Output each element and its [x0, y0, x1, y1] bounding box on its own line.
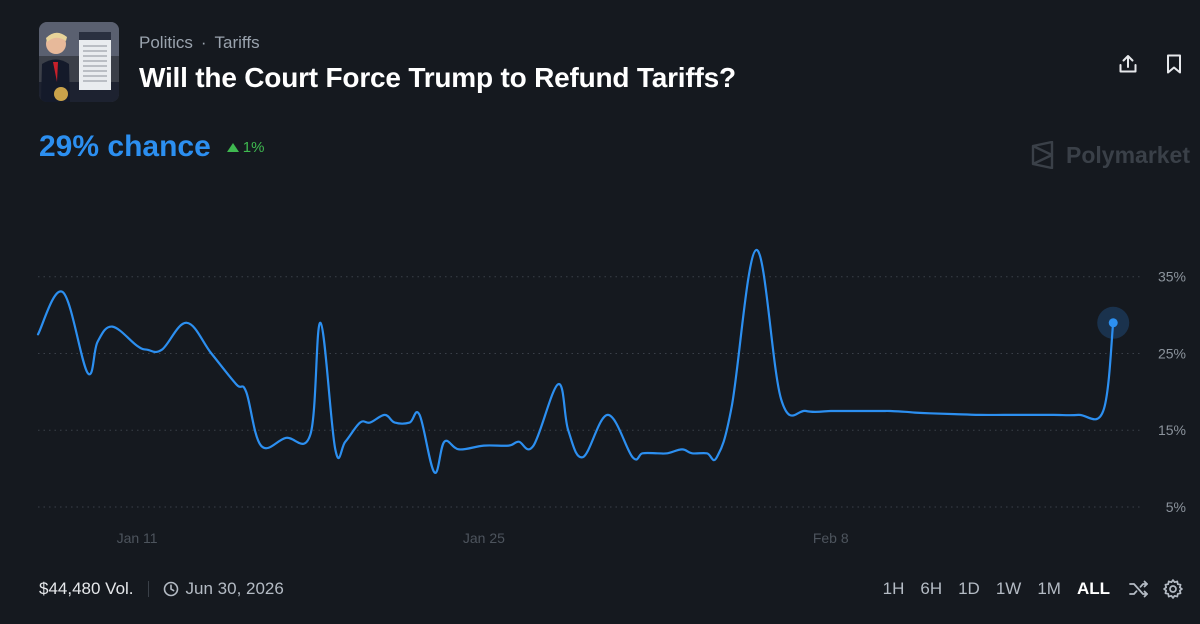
- breadcrumb-tariffs[interactable]: Tariffs: [214, 33, 260, 52]
- y-tick-label: 25%: [1158, 345, 1186, 361]
- breadcrumb-separator: ·: [200, 33, 207, 52]
- divider: [147, 581, 149, 597]
- range-all[interactable]: ALL: [1076, 579, 1110, 598]
- range-6h[interactable]: 6H: [920, 579, 943, 598]
- x-tick-label: Jan 11: [117, 530, 158, 546]
- watermark-text: Polymarket: [1066, 141, 1191, 168]
- end-date: Jun 30, 2026: [163, 579, 284, 599]
- share-icon: [1119, 55, 1137, 73]
- chance-change-value: 1%: [242, 139, 265, 156]
- range-1m[interactable]: 1M: [1037, 579, 1061, 598]
- clock-icon: [163, 581, 178, 597]
- range-1d[interactable]: 1D: [958, 579, 980, 598]
- polymarket-watermark: Polymarket: [1030, 141, 1190, 169]
- series-line: [36, 248, 1115, 474]
- arrow-up-icon: [226, 143, 239, 152]
- market-thumbnail-image: [39, 22, 119, 102]
- settings-button[interactable]: [1160, 576, 1186, 602]
- x-tick-label: Feb 8: [813, 530, 849, 546]
- shuffle-icon: [1129, 580, 1148, 598]
- chance-summary: 29% chance 1%: [39, 130, 264, 164]
- breadcrumb-politics[interactable]: Politics: [139, 33, 193, 52]
- polymarket-logo-icon: [1031, 141, 1054, 169]
- range-1w[interactable]: 1W: [995, 579, 1022, 598]
- bookmark-icon: [1167, 54, 1181, 74]
- y-tick-label: 35%: [1158, 269, 1186, 285]
- end-date-text: Jun 30, 2026: [185, 579, 284, 598]
- market-meta: $44,480 Vol. Jun 30, 2026: [39, 579, 284, 599]
- market-title: Will the Court Force Trump to Refund Tar…: [139, 62, 736, 93]
- volume: $44,480 Vol.: [39, 579, 134, 598]
- breadcrumb: Politics · Tariffs: [139, 33, 260, 53]
- range-selector: 1H 6H 1D 1W 1M ALL: [875, 576, 1186, 602]
- gear-icon: [1163, 579, 1183, 599]
- y-tick-label: 5%: [1166, 499, 1186, 515]
- bookmark-button[interactable]: [1160, 50, 1188, 78]
- last-point-marker: [1108, 318, 1118, 328]
- share-button[interactable]: [1114, 50, 1142, 78]
- x-tick-label: Jan 25: [463, 530, 505, 546]
- shuffle-button[interactable]: [1126, 576, 1152, 602]
- chance-value: 29% chance: [39, 130, 211, 163]
- range-1h[interactable]: 1H: [882, 579, 905, 598]
- chance-change: 1%: [226, 139, 265, 156]
- y-tick-label: 15%: [1158, 422, 1186, 438]
- market-thumbnail[interactable]: [39, 22, 119, 102]
